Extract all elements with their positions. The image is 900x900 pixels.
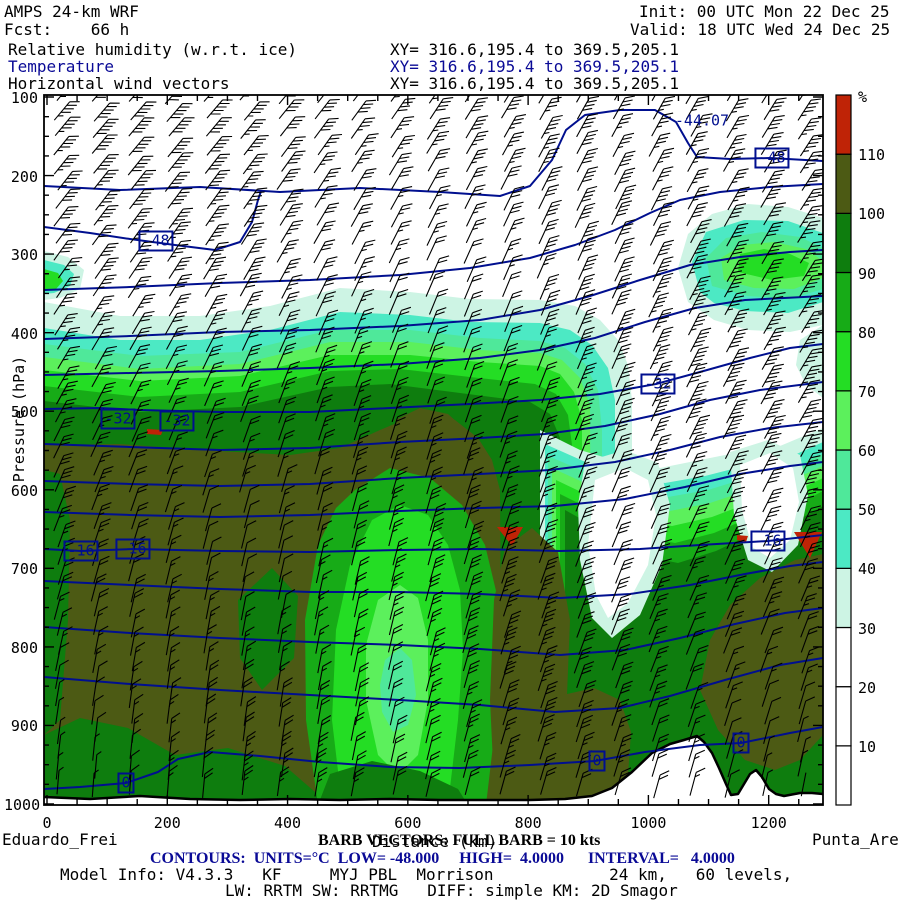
- y-tick-label: 200: [10, 167, 38, 186]
- legend-xy-rh: XY= 316.6,195.4 to 369.5,205.1: [390, 40, 679, 59]
- legend-xy-wind: XY= 316.6,195.4 to 369.5,205.1: [390, 74, 679, 93]
- axis-ticks: [44, 95, 823, 805]
- y-tick-label: 300: [10, 246, 38, 265]
- temperature-contour-label: -16: [750, 530, 786, 552]
- temperature-contour-label: -44.07: [674, 111, 730, 130]
- legend-field-temperature: Temperature: [8, 57, 114, 76]
- colorbar: [835, 94, 852, 806]
- legend-field-rh: Relative humidity (w.r.t. ice): [8, 40, 297, 59]
- colorbar-tick-label: 70: [858, 382, 877, 401]
- model-info-line1: Model Info: V4.3.3 KF MYJ PBL Morrison 2…: [60, 865, 793, 884]
- y-tick-label: 100: [10, 89, 38, 107]
- x-tick-label: 200: [153, 814, 181, 832]
- x-tick-label: 600: [394, 814, 422, 832]
- x-tick-label: 400: [274, 814, 302, 832]
- y-tick-label: 600: [10, 481, 38, 500]
- colorbar-tick-label: 110: [858, 146, 886, 165]
- x-tick-label: 1200: [750, 814, 787, 832]
- y-tick-label: 800: [10, 638, 38, 657]
- y-tick-label: 500: [10, 403, 38, 422]
- barb-scale-note: BARB VECTORS: FULL BARB = 10 kts: [318, 832, 601, 849]
- temperature-contour-label: -16: [115, 538, 151, 560]
- terrain-fill: [44, 736, 823, 805]
- temperature-contour-label: -48: [754, 147, 790, 169]
- colorbar-tick-label: 10: [858, 737, 877, 756]
- terrain-outline: [44, 734, 823, 802]
- colorbar-tick-label: 100: [858, 205, 886, 224]
- temperature-contour-label: -16: [63, 540, 99, 562]
- temperature-contour-label: 0: [588, 750, 606, 772]
- colorbar-tick-label: 30: [858, 619, 877, 638]
- x-tick-label: 1000: [630, 814, 667, 832]
- x-tick-label: 800: [514, 814, 542, 832]
- station-left: Eduardo_Frei: [2, 830, 118, 849]
- station-right: Punta_Aren: [812, 830, 900, 849]
- temperature-contour-label: -32: [100, 408, 136, 430]
- temperature-contour-label: 0: [732, 732, 750, 754]
- forecast-hour: Fcst: 66 h: [4, 20, 130, 39]
- y-tick-label: 700: [10, 560, 38, 579]
- legend-field-wind: Horizontal wind vectors: [8, 74, 230, 93]
- colorbar-tick-label: 20: [858, 678, 877, 697]
- colorbar-tick-label: 90: [858, 264, 877, 283]
- y-tick-label: 400: [10, 324, 38, 343]
- valid-time: Valid: 18 UTC Wed 24 Dec 25: [630, 20, 891, 39]
- colorbar-tick-label: 60: [858, 442, 877, 460]
- colorbar-tick-label: 80: [858, 323, 877, 342]
- y-tick-label: 1000: [4, 796, 41, 814]
- y-tick-label: 900: [10, 717, 38, 736]
- contour-info-line: CONTOURS: UNITS=°C LOW= -48.000 HIGH= 4.…: [150, 850, 735, 867]
- colorbar-tick-label: 50: [858, 501, 877, 520]
- plot-frame: [43, 94, 824, 806]
- temperature-contour-label: -32: [159, 410, 195, 432]
- init-time: Init: 00 UTC Mon 22 Dec 25: [639, 2, 890, 21]
- x-axis-label: Distance (km): [372, 832, 498, 851]
- model-title: AMPS 24-km WRF: [4, 2, 139, 21]
- temperature-contour-label: -48: [138, 230, 174, 252]
- legend-xy-temperature: XY= 316.6,195.4 to 369.5,205.1: [390, 57, 679, 76]
- temperature-contour-label: -32: [640, 373, 676, 395]
- colorbar-tick-label: 40: [858, 560, 877, 579]
- colorbar-units-label: %: [858, 88, 868, 106]
- x-tick-label: 0: [42, 814, 52, 832]
- wind-barbs: [53, 95, 823, 799]
- temperature-contour-label: 0: [117, 772, 135, 794]
- model-info-line2: LW: RRTM SW: RRTMG DIFF: simple KM: 2D S…: [225, 881, 678, 900]
